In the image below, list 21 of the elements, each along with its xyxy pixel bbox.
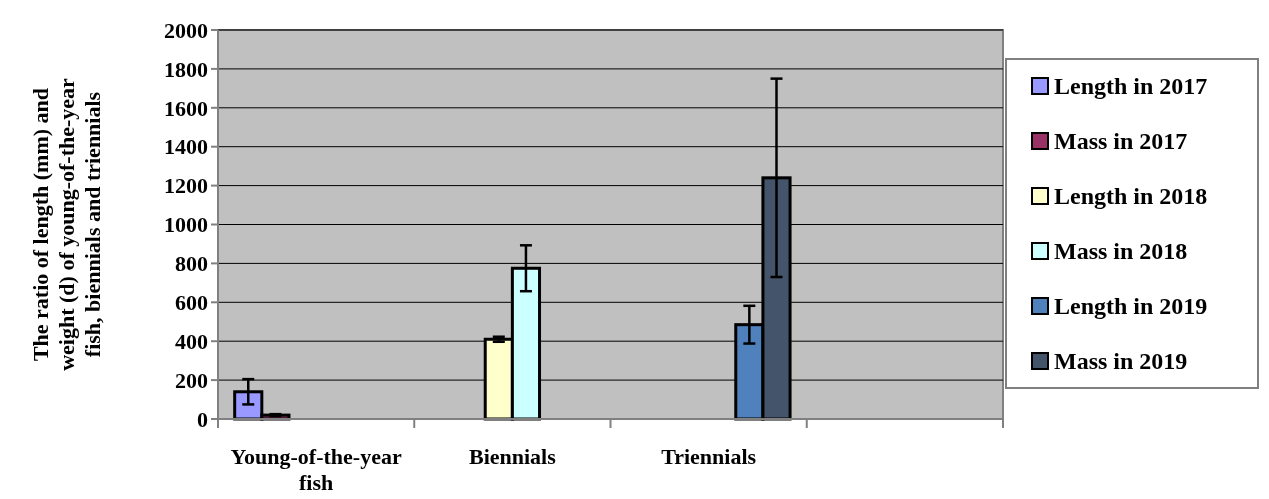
y-tick-label: 2000 bbox=[164, 17, 208, 43]
legend-label: Length in 2019 bbox=[1054, 293, 1208, 320]
y-tick-label: 1600 bbox=[164, 95, 208, 121]
y-tick-label: 400 bbox=[175, 328, 208, 354]
y-axis-title: The ratio of length (mm) and weight (d) of young-of-the-year fish, biennials and triennials bbox=[28, 77, 105, 371]
y-tick-label: 800 bbox=[175, 251, 208, 277]
x-tick-label: Biennials bbox=[468, 444, 557, 469]
y-tick-label: 1000 bbox=[164, 212, 208, 238]
legend-label: Length in 2018 bbox=[1054, 183, 1208, 210]
legend-label: Mass in 2018 bbox=[1054, 238, 1188, 265]
x-tick-label: Young-of-the-year fish bbox=[230, 444, 402, 495]
x-tick-label: Triennials bbox=[661, 444, 757, 469]
legend-label: Mass in 2019 bbox=[1054, 348, 1188, 375]
legend-label: Mass in 2017 bbox=[1054, 128, 1188, 155]
y-tick-label: 1800 bbox=[164, 56, 208, 82]
legend-label: Length in 2017 bbox=[1054, 73, 1208, 100]
y-tick-label: 200 bbox=[175, 367, 208, 393]
y-tick-label: 1200 bbox=[164, 173, 208, 199]
y-tick-label: 0 bbox=[197, 406, 208, 432]
y-tick-label: 600 bbox=[175, 290, 208, 315]
y-tick-label: 1400 bbox=[164, 134, 208, 160]
